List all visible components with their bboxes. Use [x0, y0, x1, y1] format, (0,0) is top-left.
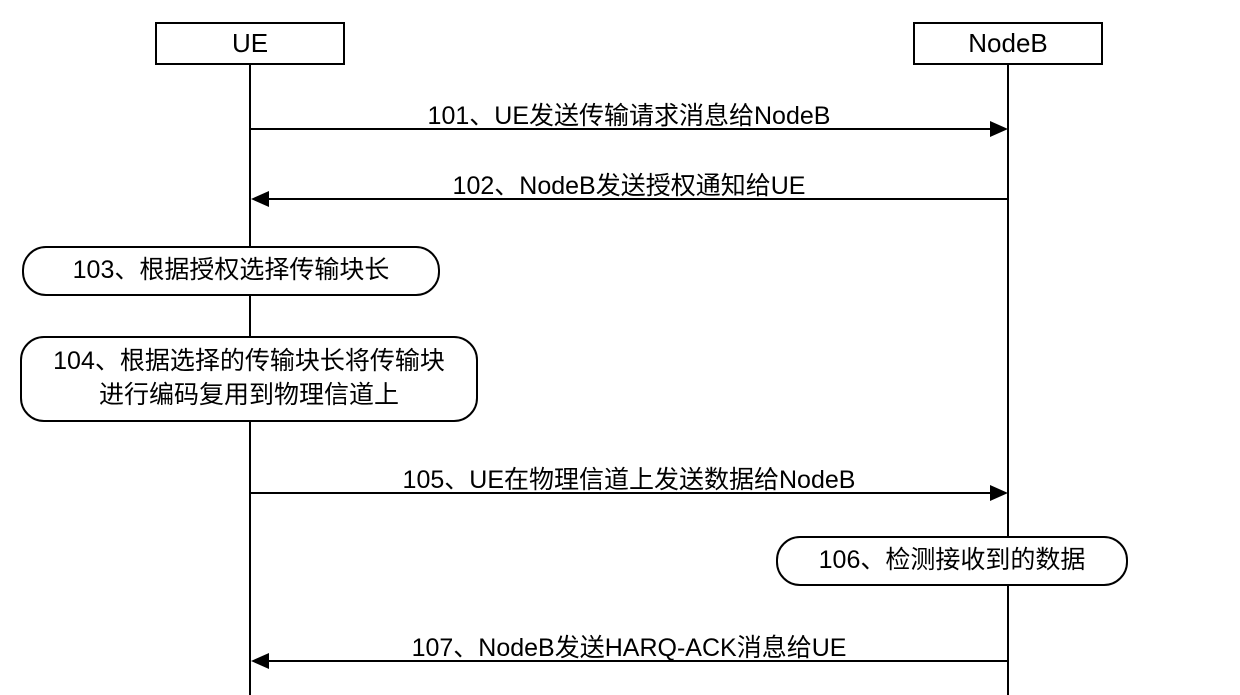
msg-107-line: [268, 660, 1008, 662]
self-103: 103、根据授权选择传输块长: [22, 246, 440, 296]
actor-ue: UE: [155, 22, 345, 65]
msg-107-label: 107、NodeB发送HARQ-ACK消息给UE: [250, 628, 1008, 664]
msg-105-label: 105、UE在物理信道上发送数据给NodeB: [250, 460, 1008, 496]
msg-107-arrowhead: [251, 653, 269, 669]
self-104: 104、根据选择的传输块长将传输块 进行编码复用到物理信道上: [20, 336, 478, 422]
lifeline-nodeb: [1007, 64, 1009, 695]
msg-105-line: [251, 492, 991, 494]
msg-105-arrowhead: [990, 485, 1008, 501]
actor-ue-label: UE: [232, 28, 268, 58]
msg-101-arrowhead: [990, 121, 1008, 137]
msg-101-line: [251, 128, 991, 130]
msg-101-label: 101、UE发送传输请求消息给NodeB: [250, 96, 1008, 132]
self-103-label: 103、根据授权选择传输块长: [73, 254, 390, 288]
msg-102-line: [268, 198, 1008, 200]
sequence-diagram: UE NodeB 101、UE发送传输请求消息给NodeB 102、NodeB发…: [0, 0, 1240, 695]
msg-102-arrowhead: [251, 191, 269, 207]
self-104-label: 104、根据选择的传输块长将传输块 进行编码复用到物理信道上: [53, 345, 445, 413]
self-106-label: 106、检测接收到的数据: [819, 544, 1086, 578]
msg-102-label: 102、NodeB发送授权通知给UE: [250, 166, 1008, 202]
actor-nodeb-label: NodeB: [968, 28, 1048, 58]
self-106: 106、检测接收到的数据: [776, 536, 1128, 586]
actor-nodeb: NodeB: [913, 22, 1103, 65]
